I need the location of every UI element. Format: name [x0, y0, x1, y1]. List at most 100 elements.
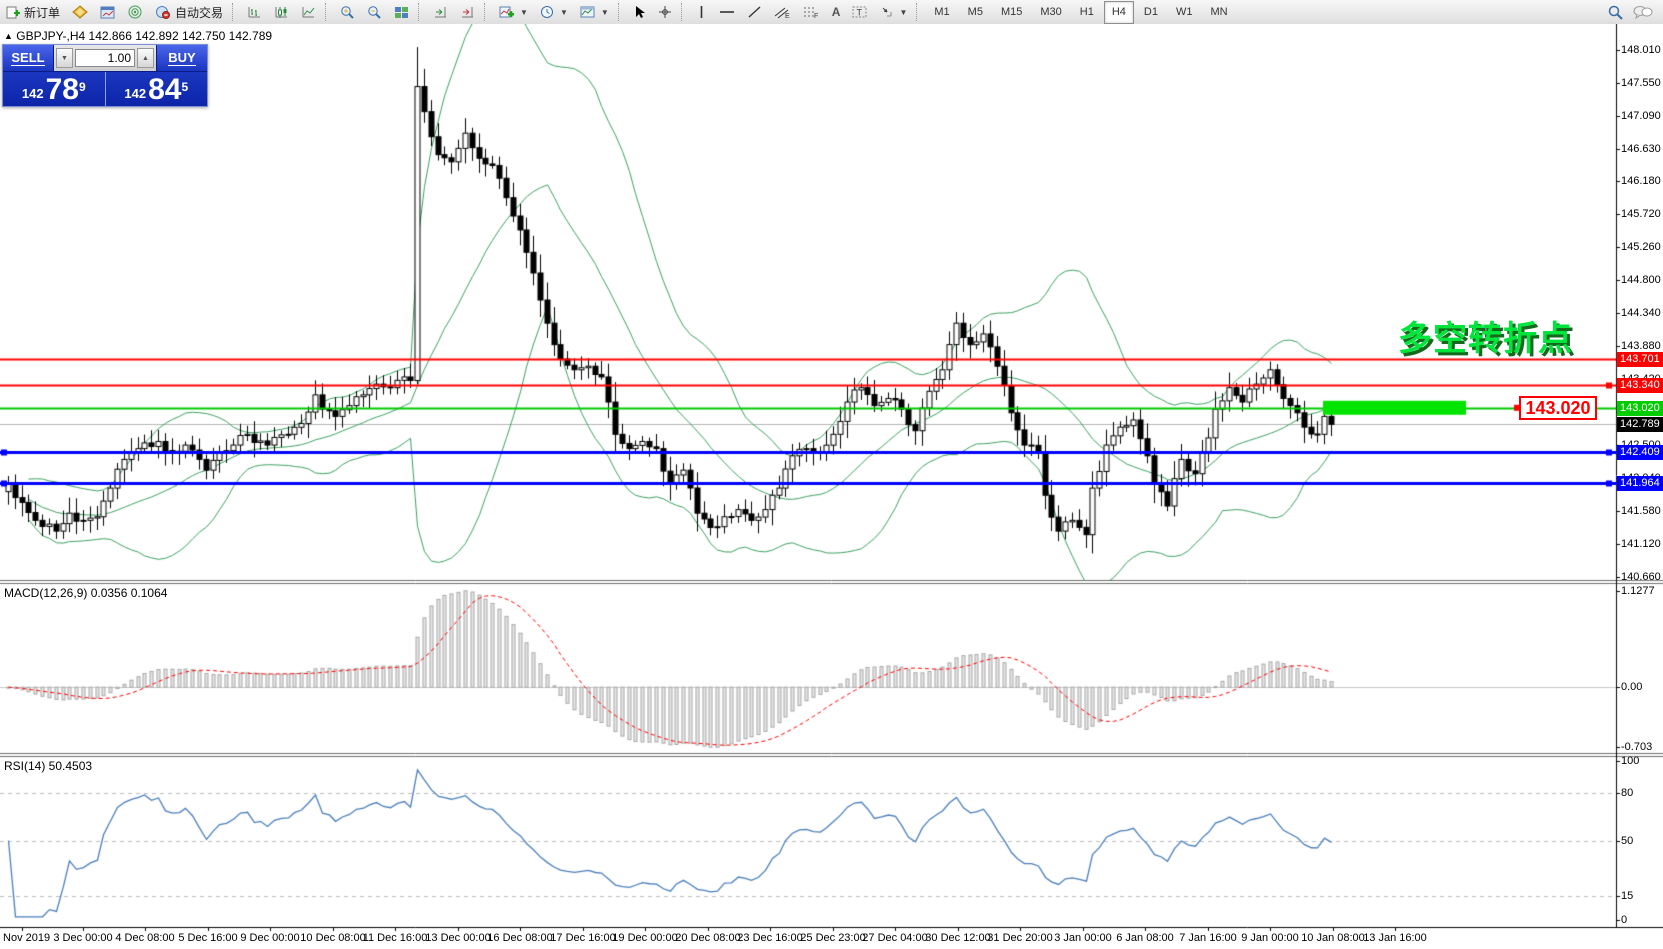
radar-signal-icon: [128, 5, 142, 19]
arrows-tool-button[interactable]: ▼: [874, 0, 913, 24]
svg-text:F: F: [814, 13, 818, 19]
time-axis-label: 3 Jan 00:00: [1054, 932, 1112, 944]
price-chart-canvas[interactable]: [0, 24, 1663, 949]
time-axis-label: 7 Jan 16:00: [1179, 932, 1237, 944]
clock-icon: [540, 6, 553, 18]
zoom-out-button[interactable]: [361, 0, 388, 24]
text-label-tool[interactable]: T: [846, 0, 874, 24]
volume-decrease-button[interactable]: ▼: [56, 48, 73, 68]
toolbar-separator: [232, 3, 238, 21]
templates-button[interactable]: ▼: [574, 0, 615, 24]
time-axis-label: 23 Dec 16:00: [737, 932, 803, 944]
market-watch-button[interactable]: [94, 0, 122, 24]
signals-button[interactable]: [122, 0, 149, 24]
macd-axis-label: 0.00: [1621, 681, 1643, 694]
indicators-dropdown-caret: ▼: [520, 7, 528, 17]
new-order-icon: [6, 6, 20, 19]
text-label-icon: T: [852, 6, 867, 18]
timeframe-m15-button[interactable]: M15: [1000, 5, 1023, 18]
candlestick-mode-button[interactable]: [268, 0, 295, 24]
timeframe-mn-button[interactable]: MN: [1210, 5, 1228, 18]
fibonacci-tool[interactable]: F: [797, 0, 826, 24]
chat-icon[interactable]: [1633, 5, 1653, 20]
chart-window-icon: [100, 6, 115, 19]
chart-workspace: ▲ GBPJPY-,H4 142.866 142.892 142.750 142…: [0, 24, 1663, 949]
price-badge: 142.409: [1617, 444, 1663, 460]
timeframe-m30-button[interactable]: M30: [1040, 5, 1062, 18]
horizontal-line-tool[interactable]: [713, 0, 741, 24]
sell-button-label: SELL: [11, 50, 45, 66]
line-chart-mode-button[interactable]: [295, 0, 322, 24]
new-order-button[interactable]: 新订单: [0, 0, 66, 24]
time-axis-label: 3 Dec 00:00: [53, 932, 113, 944]
time-axis-label: 13 Jan 16:00: [1363, 932, 1427, 944]
vertical-line-tool[interactable]: [690, 0, 713, 24]
cursor-tool-button[interactable]: [627, 0, 652, 24]
symbol-info-bar: ▲ GBPJPY-,H4 142.866 142.892 142.750 142…: [4, 29, 272, 43]
time-axis-label: 27 Dec 04:00: [862, 932, 928, 944]
price-tick-label: 146.630: [1621, 142, 1661, 155]
turning-point-annotation[interactable]: 多空转折点: [1398, 320, 1573, 358]
time-axis-label: 10 Jan 08:00: [1301, 932, 1365, 944]
zoom-in-button[interactable]: [334, 0, 361, 24]
price-tick-label: 141.120: [1621, 538, 1661, 550]
candlestick-chart-icon: [275, 7, 288, 18]
timeframe-m1-button[interactable]: M1: [934, 5, 950, 18]
timeframe-h4-button[interactable]: H4: [1103, 0, 1134, 24]
toolbar-separator: [916, 3, 922, 21]
time-axis-label: 17 Dec 16:00: [550, 932, 616, 944]
arrows-dropdown-caret: ▼: [899, 7, 908, 17]
periods-button[interactable]: ▼: [534, 0, 574, 24]
time-axis-label: 25 Dec 23:00: [800, 932, 866, 944]
template-icon: [580, 6, 595, 18]
sell-price-display[interactable]: 142 78 9: [3, 72, 105, 106]
crosshair-icon: [658, 6, 671, 18]
symbol-direction-icon: ▲: [4, 31, 13, 41]
toolbar-separator: [680, 3, 687, 21]
channel-tool[interactable]: E: [768, 0, 797, 24]
buy-button[interactable]: BUY: [157, 45, 207, 71]
time-axis-label: 11 Dec 16:00: [362, 932, 428, 944]
price-tick-label: 146.180: [1621, 175, 1661, 188]
price-badge: 143.701: [1617, 351, 1663, 367]
vertical-line-icon: [700, 6, 703, 18]
buy-price-big: 84: [148, 73, 182, 106]
search-icon[interactable]: [1608, 5, 1623, 20]
time-axis-label: 16 Dec 08:00: [487, 932, 553, 944]
time-axis-label: 9 Nov 2019: [0, 932, 51, 944]
text-tool[interactable]: A: [826, 0, 847, 24]
line-chart-icon: [302, 7, 315, 18]
toolbar-separator: [418, 3, 424, 21]
auto-scroll-button[interactable]: [427, 0, 454, 24]
tile-windows-button[interactable]: [388, 0, 415, 24]
price-callout-box[interactable]: 143.020: [1519, 396, 1597, 420]
gold-chart-button[interactable]: [66, 0, 94, 24]
price-badge: 142.789: [1617, 417, 1663, 433]
timeframe-m5-button[interactable]: M5: [967, 5, 983, 18]
indicators-button[interactable]: ▼: [493, 0, 534, 24]
macd-axis-label: -0.703: [1621, 741, 1653, 754]
bar-chart-icon: [248, 7, 261, 18]
price-tick-label: 141.580: [1621, 505, 1661, 518]
price-tick-label: 147.550: [1621, 76, 1661, 89]
buy-price-display[interactable]: 142 84 5: [106, 72, 208, 106]
timeframe-h1-button[interactable]: H1: [1079, 5, 1094, 18]
rsi-axis-label: 50: [1621, 834, 1634, 847]
sell-price-sup: 9: [78, 80, 86, 94]
timeframe-w1-button[interactable]: W1: [1175, 5, 1193, 18]
main-toolbar: 新订单 自动交易: [0, 0, 1663, 25]
sell-button[interactable]: SELL: [3, 45, 53, 71]
auto-trading-button[interactable]: 自动交易: [149, 0, 229, 24]
price-badge: 143.020: [1617, 400, 1663, 416]
timeframe-d1-button[interactable]: D1: [1143, 5, 1158, 18]
volume-increase-button[interactable]: ▲: [137, 48, 154, 68]
chart-shift-button[interactable]: [454, 0, 481, 24]
bar-chart-mode-button[interactable]: [241, 0, 268, 24]
cursor-icon: [635, 6, 645, 18]
volume-input[interactable]: [75, 49, 135, 67]
trendline-tool[interactable]: [741, 0, 768, 24]
toolbar-separator: [617, 3, 624, 21]
crosshair-tool-button[interactable]: [652, 0, 678, 24]
price-badge: 141.964: [1617, 476, 1663, 492]
